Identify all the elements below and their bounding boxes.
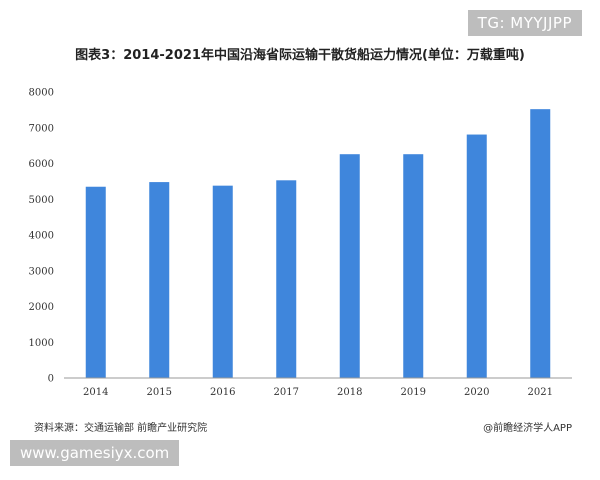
x-axis-ticks: 2014 2015 2016 2017 2018 2019 2020 2021: [83, 387, 553, 398]
bar-2019: [403, 154, 424, 378]
y-tick-label: 8000: [29, 88, 54, 99]
y-tick-label: 4000: [29, 231, 54, 242]
bar-2016: [212, 185, 233, 378]
y-tick-label: 2000: [29, 302, 54, 313]
bar-2021: [530, 109, 551, 378]
x-tick-label: 2015: [147, 387, 172, 398]
bar-2017: [276, 180, 297, 378]
source-note: 资料来源：交通运输部 前瞻产业研究院: [34, 423, 208, 434]
bars: [85, 109, 551, 378]
chart-title: 图表3：2014-2021年中国沿海省际运输干散货船运力情况(单位：万载重吨): [75, 48, 525, 63]
y-tick-label: 1000: [29, 338, 54, 349]
y-tick-label: 3000: [29, 266, 54, 277]
credit-note: @前瞻经济学人APP: [483, 423, 572, 434]
x-tick-label: 2014: [83, 387, 108, 398]
y-axis-ticks: 0 1000 2000 3000 4000 5000 6000 7000 8000: [29, 88, 54, 385]
x-tick-label: 2019: [401, 387, 426, 398]
x-tick-label: 2017: [274, 387, 299, 398]
bar-2020: [466, 134, 487, 378]
y-tick-label: 7000: [29, 123, 54, 134]
bottom-left-overlay-badge: www.gamesiyx.com: [10, 440, 180, 466]
x-tick-label: 2020: [464, 387, 489, 398]
x-tick-label: 2018: [337, 387, 362, 398]
bar-2014: [85, 186, 106, 378]
bar-2018: [339, 154, 360, 378]
top-right-overlay-badge: TG: MYYJJPP: [467, 10, 582, 36]
x-tick-label: 2021: [528, 387, 553, 398]
y-tick-label: 0: [48, 374, 54, 385]
x-tick-label: 2016: [210, 387, 235, 398]
y-tick-label: 6000: [29, 159, 54, 170]
y-tick-label: 5000: [29, 195, 54, 206]
bar-2015: [149, 182, 170, 378]
